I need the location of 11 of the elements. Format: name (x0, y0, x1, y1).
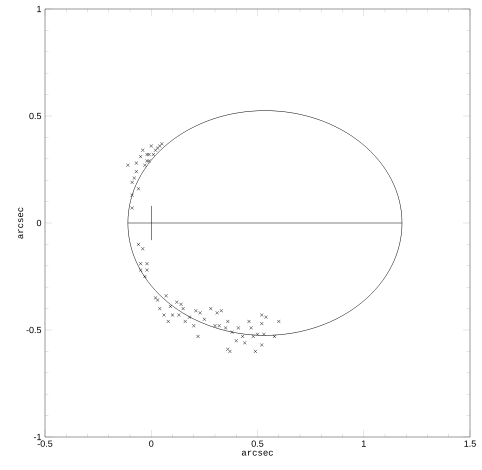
x-tick-label: 0.5 (252, 440, 264, 447)
x-tick-label: 1.5 (464, 440, 476, 447)
y-axis-title: arcsec (18, 208, 24, 239)
x-tick-label: 1 (362, 440, 366, 447)
y-tick-label: 0.5 (29, 112, 42, 120)
y-tick-label: 0 (36, 220, 42, 226)
y-tick-label: -0.5 (26, 326, 42, 334)
x-tick-label: 0 (149, 440, 154, 447)
x-axis-title: arcsec (242, 450, 273, 456)
y-tick-label: -1 (34, 434, 42, 440)
y-tick-label: 1 (37, 6, 42, 12)
